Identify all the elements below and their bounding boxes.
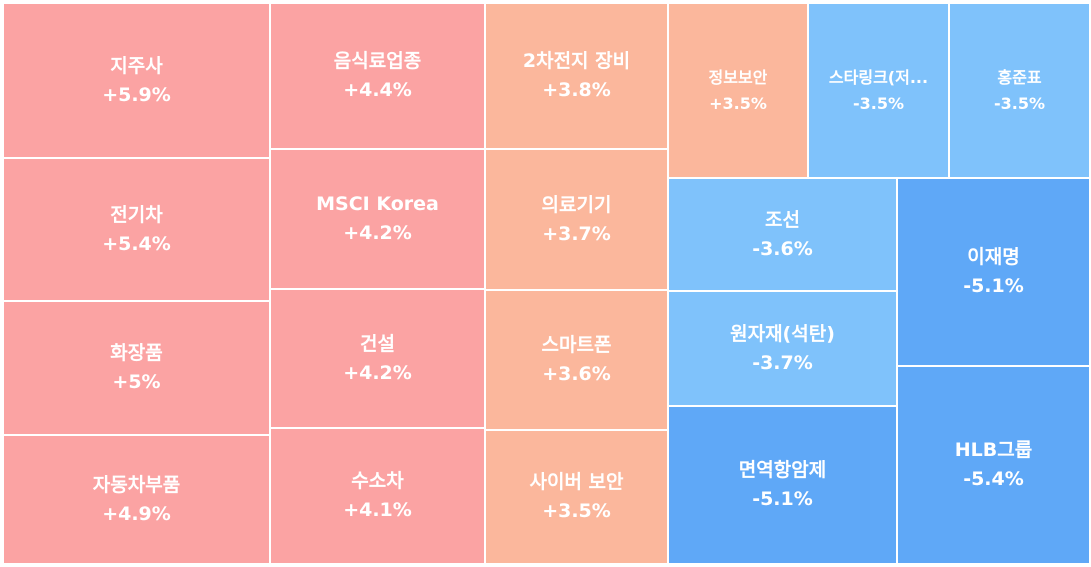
tile-지주사[interactable]: 지주사 +5.9% — [3, 3, 270, 158]
tile-label: 전기차 — [110, 203, 163, 226]
tile-value: -5.1% — [963, 275, 1024, 297]
tile-화장품[interactable]: 화장품 +5% — [3, 301, 270, 435]
tile-label: 면역항암제 — [738, 459, 827, 482]
tile-label: 스마트폰 — [541, 334, 612, 357]
tile-label: 정보보안 — [708, 68, 768, 88]
tile-label: 조선 — [765, 208, 800, 231]
tile-label: 의료기기 — [541, 193, 612, 216]
tile-value: +4.2% — [343, 222, 412, 244]
tile-label: 홍준표 — [997, 68, 1042, 88]
tile-스타링크-저궤도위성[interactable]: 스타링크(저... -3.5% — [808, 3, 949, 178]
tile-label: 건설 — [360, 332, 395, 355]
tile-2차전지-장비[interactable]: 2차전지 장비 +3.8% — [485, 3, 668, 149]
tile-value: +4.2% — [343, 361, 412, 384]
tile-value: +5% — [112, 371, 161, 393]
tile-value: +3.5% — [542, 500, 611, 522]
tile-의료기기[interactable]: 의료기기 +3.7% — [485, 149, 668, 290]
tile-value: +4.1% — [343, 499, 412, 521]
tile-건설[interactable]: 건설 +4.2% — [270, 289, 485, 428]
tile-label: 음식료업종 — [333, 50, 422, 73]
tile-label: 화장품 — [110, 342, 163, 365]
tile-value: -3.6% — [752, 237, 813, 260]
tile-hlb그룹[interactable]: HLB그룹 -5.4% — [897, 366, 1090, 564]
tile-value: +5.4% — [102, 232, 171, 255]
tile-label: HLB그룹 — [954, 439, 1033, 462]
tile-label: 자동차부품 — [92, 473, 181, 496]
tile-value: -3.5% — [852, 93, 904, 113]
tile-label: 원자재(석탄) — [730, 322, 835, 345]
tile-msci-korea[interactable]: MSCI Korea +4.2% — [270, 149, 485, 289]
tile-value: +3.7% — [542, 222, 611, 245]
tile-사이버-보안[interactable]: 사이버 보안 +3.5% — [485, 430, 668, 564]
tile-홍준표[interactable]: 홍준표 -3.5% — [949, 3, 1090, 178]
tile-label: 스타링크(저... — [828, 68, 929, 88]
tile-value: +4.9% — [102, 502, 171, 525]
tile-스마트폰[interactable]: 스마트폰 +3.6% — [485, 290, 668, 430]
tile-value: -3.5% — [993, 93, 1045, 113]
tile-value: -5.1% — [752, 488, 813, 510]
tile-원자재-석탄[interactable]: 원자재(석탄) -3.7% — [668, 291, 897, 406]
tile-label: 사이버 보안 — [529, 471, 624, 494]
tile-value: -3.7% — [752, 351, 813, 374]
tile-value: +3.5% — [709, 93, 767, 113]
tile-value: +3.6% — [542, 363, 611, 385]
tile-음식료업종[interactable]: 음식료업종 +4.4% — [270, 3, 485, 149]
tile-value: +4.4% — [343, 79, 412, 101]
tile-면역항암제[interactable]: 면역항암제 -5.1% — [668, 406, 897, 564]
tile-value: -5.4% — [963, 468, 1024, 490]
tile-label: 이재명 — [967, 246, 1020, 269]
tile-value: +3.8% — [542, 79, 611, 101]
tile-label: 지주사 — [110, 54, 163, 77]
tile-이재명[interactable]: 이재명 -5.1% — [897, 178, 1090, 366]
tile-label: 수소차 — [351, 470, 404, 493]
tile-수소차[interactable]: 수소차 +4.1% — [270, 428, 485, 564]
tile-전기차[interactable]: 전기차 +5.4% — [3, 158, 270, 301]
tile-label: MSCI Korea — [316, 193, 439, 216]
tile-자동차부품[interactable]: 자동차부품 +4.9% — [3, 435, 270, 564]
tile-label: 2차전지 장비 — [522, 50, 631, 73]
tile-정보보안[interactable]: 정보보안 +3.5% — [668, 3, 808, 178]
tile-조선[interactable]: 조선 -3.6% — [668, 178, 897, 291]
tile-value: +5.9% — [102, 83, 171, 106]
